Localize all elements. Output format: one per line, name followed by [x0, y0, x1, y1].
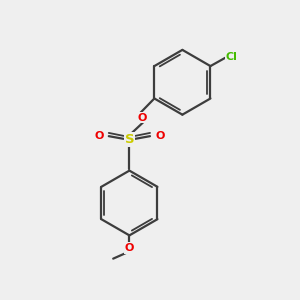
Text: S: S: [124, 133, 134, 146]
Text: Cl: Cl: [226, 52, 238, 62]
Text: O: O: [137, 112, 147, 123]
Text: O: O: [94, 130, 104, 141]
Text: O: O: [125, 243, 134, 253]
Text: O: O: [155, 130, 164, 141]
